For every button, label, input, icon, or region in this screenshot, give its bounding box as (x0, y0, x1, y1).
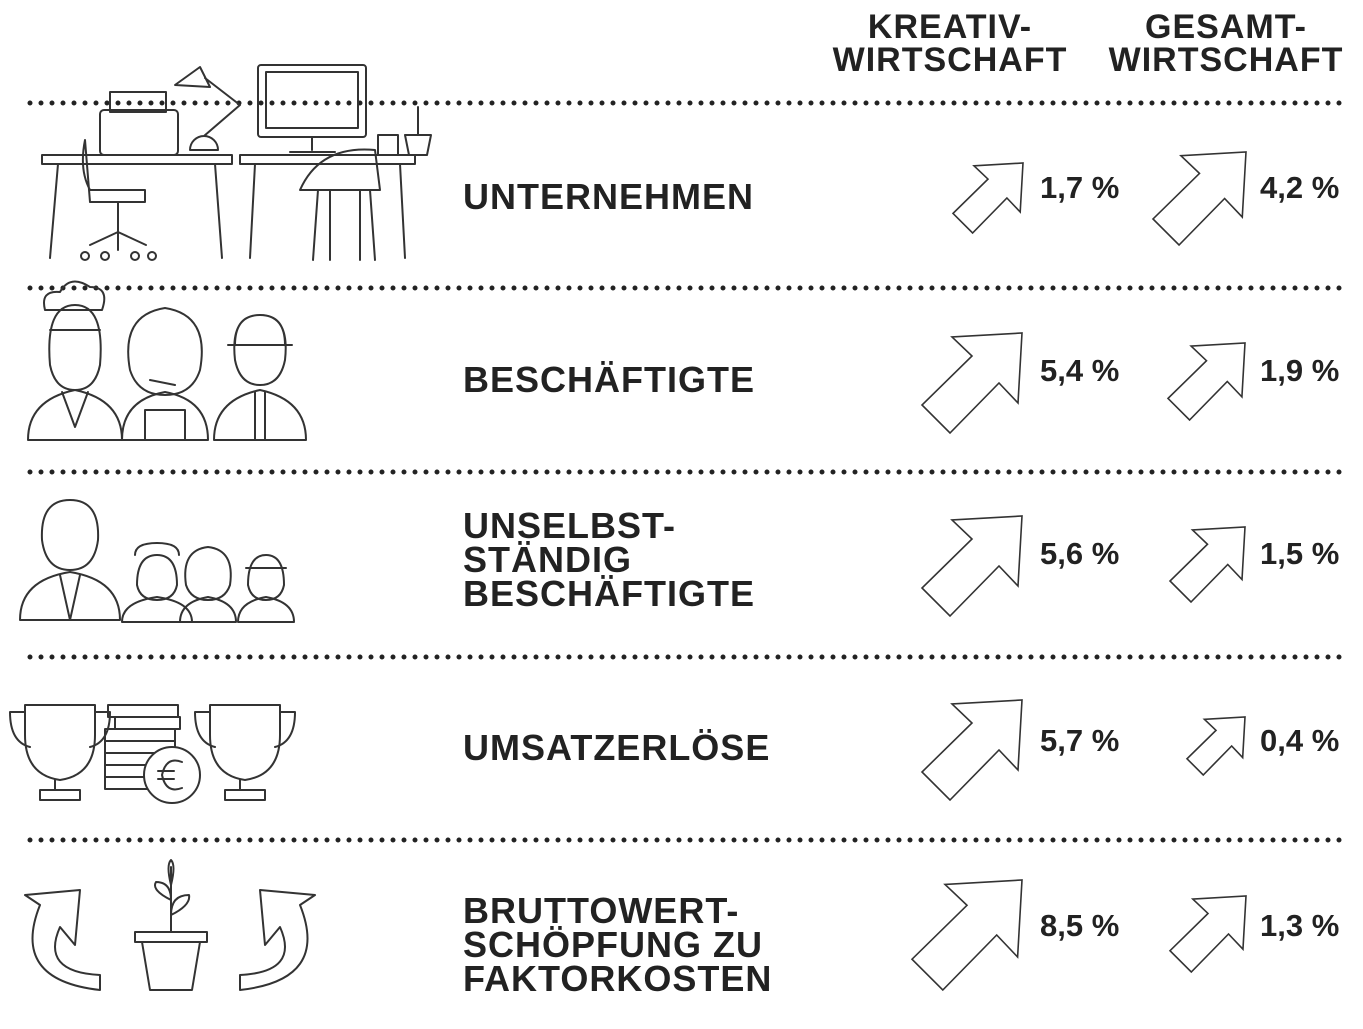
kreativ-value: 5,7 % (1040, 723, 1119, 758)
arrow (922, 516, 1022, 616)
kreativ-value: 8,5 % (1040, 908, 1119, 943)
column-header: WIRTSCHAFT (833, 41, 1068, 79)
gesamt-value: 4,2 % (1260, 170, 1339, 205)
arrow (922, 700, 1022, 800)
arrow (922, 333, 1022, 433)
row-label: UNTERNEHMEN (463, 176, 754, 217)
arrow (1187, 717, 1245, 775)
arrow (912, 880, 1022, 990)
icon-workers (28, 282, 306, 440)
arrow (1168, 343, 1245, 420)
gesamt-value: 1,9 % (1260, 353, 1339, 388)
arrow (953, 163, 1023, 233)
infographic: KREATIV-WIRTSCHAFTGESAMT-WIRTSCHAFTUNTER… (0, 0, 1363, 1024)
kreativ-value: 5,6 % (1040, 536, 1119, 571)
arrow (1153, 152, 1246, 245)
kreativ-value: 5,4 % (1040, 353, 1119, 388)
row-label: FAKTORKOSTEN (463, 958, 772, 999)
row-label: UMSATZERLÖSE (463, 727, 770, 768)
icon-employees (20, 500, 294, 622)
gesamt-value: 0,4 % (1260, 723, 1339, 758)
arrow (1170, 527, 1245, 602)
page: Kreativwirtschaft {"header": {"columns":… (0, 0, 1363, 1024)
arrow (1170, 896, 1246, 972)
body: KREATIV-WIRTSCHAFTGESAMT-WIRTSCHAFTUNTER… (0, 0, 1363, 1024)
column-header: WIRTSCHAFT (1109, 41, 1344, 79)
icon-desk (42, 65, 431, 260)
icon-trophies (10, 705, 295, 803)
gesamt-value: 1,5 % (1260, 536, 1339, 571)
icon-plant (25, 860, 315, 990)
kreativ-value: 1,7 % (1040, 170, 1119, 205)
gesamt-value: 1,3 % (1260, 908, 1339, 943)
arrows (912, 152, 1246, 990)
row-label: BESCHÄFTIGTE (463, 573, 755, 614)
row-label: BESCHÄFTIGTE (463, 359, 755, 400)
